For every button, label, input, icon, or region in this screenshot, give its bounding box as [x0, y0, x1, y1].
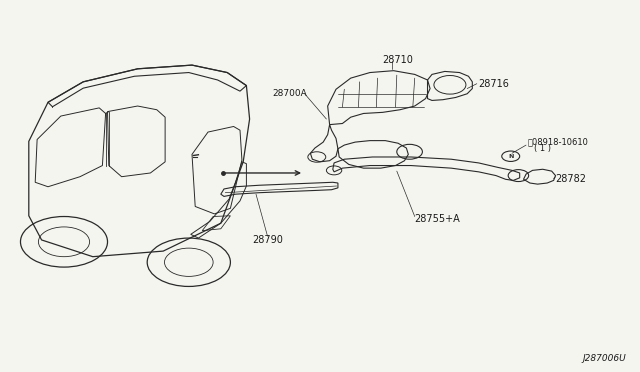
Text: N: N	[508, 154, 513, 159]
Text: J287006U: J287006U	[582, 354, 626, 363]
Text: 28716: 28716	[479, 79, 509, 89]
Text: ( 1 ): ( 1 )	[534, 144, 552, 153]
Text: 28790: 28790	[252, 235, 283, 245]
Text: 28755+A: 28755+A	[415, 215, 460, 224]
Text: 28700A: 28700A	[272, 89, 307, 98]
Text: 28710: 28710	[383, 55, 413, 64]
Text: ⓝ08918-10610: ⓝ08918-10610	[528, 138, 589, 147]
Text: 28782: 28782	[556, 174, 586, 183]
